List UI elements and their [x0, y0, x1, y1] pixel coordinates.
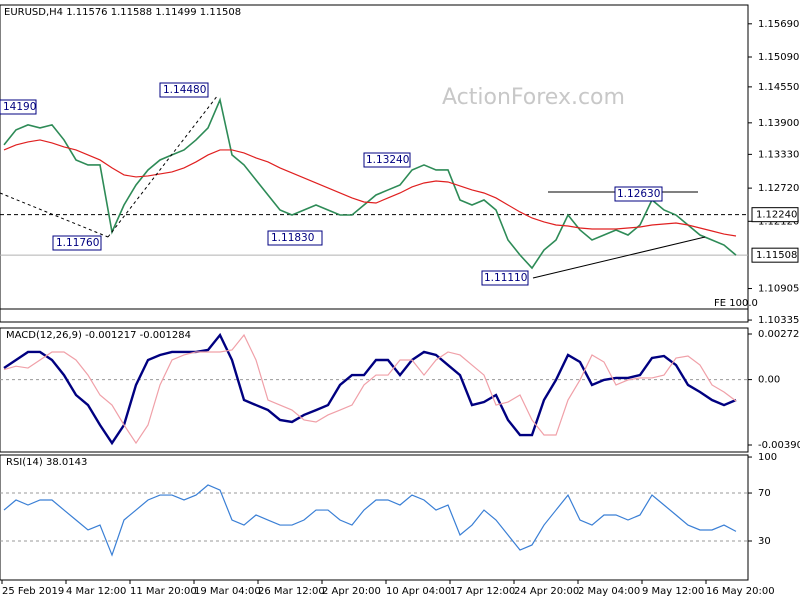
- y-tick-label: 1.15090: [758, 52, 799, 63]
- fe-label: FE 100.0: [714, 298, 758, 309]
- series-line: [3, 97, 737, 270]
- annotation: 1.13240: [366, 154, 409, 166]
- trend-line: [532, 236, 706, 279]
- y-tick-label: 1.15690: [758, 19, 799, 30]
- level-label: 1.12240: [756, 210, 797, 221]
- price-label: 1.11508: [756, 250, 797, 261]
- x-tick-label: 11 Mar 20:00: [130, 586, 197, 597]
- panel-title: RSI(14) 38.0143: [6, 457, 87, 468]
- annotation-box: [481, 270, 529, 286]
- y-tick-label: 1.10905: [758, 284, 799, 295]
- annotation: 1.11110: [484, 272, 527, 284]
- series-line: [3, 333, 737, 445]
- x-tick-label: 19 Mar 04:00: [194, 586, 261, 597]
- series-line: [3, 484, 737, 557]
- panel-frame: [0, 327, 749, 453]
- annotation: 1.11760: [56, 237, 99, 249]
- y-tick-label: 0.00: [758, 375, 780, 386]
- x-tick-label: 4 Mar 12:00: [66, 586, 126, 597]
- annotation: 1.12630: [617, 188, 660, 200]
- annotation: 1.11830: [271, 232, 314, 244]
- annotation-box: [52, 235, 102, 251]
- annotation-box: [0, 99, 37, 115]
- y-tick-label: 1.13330: [758, 149, 799, 160]
- x-tick-label: 9 May 12:00: [642, 586, 704, 597]
- x-tick-label: 25 Feb 2019: [2, 586, 64, 597]
- panel-title: EURUSD,H4 1.11576 1.11588 1.11499 1.1150…: [4, 7, 241, 18]
- x-tick-label: 2 Apr 20:00: [322, 586, 381, 597]
- panel-title: MACD(12,26,9) -0.001217 -0.001284: [6, 330, 191, 341]
- y-tick-label: 70: [758, 488, 771, 499]
- y-tick-label: 1.14550: [758, 82, 799, 93]
- x-tick-label: 2 May 04:00: [578, 586, 640, 597]
- x-tick-label: 17 Apr 12:00: [450, 586, 515, 597]
- x-tick-label: 26 Mar 12:00: [258, 586, 325, 597]
- annotation-box: [614, 186, 663, 202]
- y-tick-label: 1.13900: [758, 118, 799, 129]
- panel-frame: [0, 4, 749, 323]
- annotation: 1.14480: [163, 84, 206, 96]
- series-line: [3, 139, 737, 237]
- watermark: ActionForex.com: [442, 85, 625, 110]
- annotation-box: [267, 230, 323, 246]
- y-tick-label: 1.10335: [758, 315, 799, 326]
- panel-frame: [0, 454, 749, 581]
- trend-line: [0, 192, 109, 238]
- x-tick-label: 24 Apr 20:00: [514, 586, 579, 597]
- price-box: [751, 247, 799, 263]
- y-tick-label: -0.003905: [758, 440, 800, 451]
- y-tick-label: 1.12720: [758, 183, 799, 194]
- y-tick-label: 0.002723: [758, 329, 800, 340]
- annotation-box: [363, 152, 411, 168]
- annotation: 14190: [3, 101, 36, 113]
- y-tick-label: 30: [758, 536, 771, 547]
- annotation-box: [159, 82, 209, 98]
- x-tick-label: 16 May 20:00: [706, 586, 775, 597]
- x-tick-label: 10 Apr 04:00: [386, 586, 451, 597]
- y-tick-label: 100: [758, 452, 777, 463]
- series-line: [3, 332, 737, 446]
- level-box: [751, 207, 799, 223]
